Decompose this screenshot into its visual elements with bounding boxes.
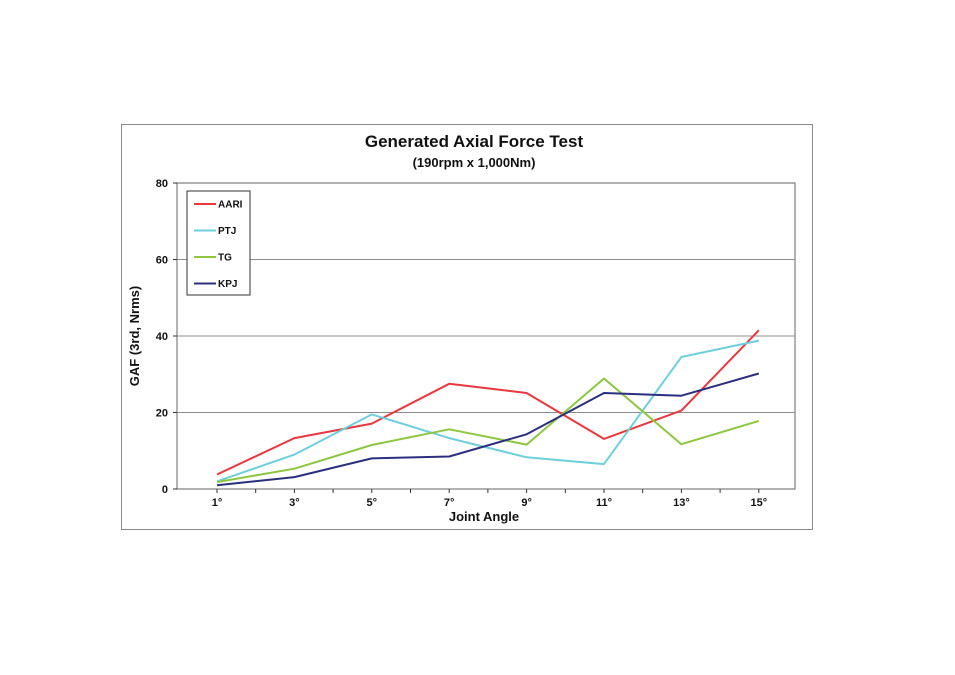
y-tick-labels: 0 20 40 60 80 — [156, 178, 168, 496]
series-line-aari — [216, 329, 760, 476]
legend-label-aari: AARI — [218, 200, 243, 211]
x-tick-label: 11° — [596, 497, 612, 509]
x-tick-label: 13° — [673, 497, 690, 509]
x-tick-label: 9° — [521, 497, 532, 509]
legend-label-tg: TG — [218, 253, 232, 264]
x-tick-label: 15° — [750, 497, 767, 509]
chart-frame: Generated Axial Force Test (190rpm x 1,0… — [121, 124, 813, 530]
x-tick-label: 3° — [289, 497, 300, 509]
legend-label-kpj: KPJ — [218, 279, 237, 290]
series-line-ptj — [216, 339, 760, 483]
y-tick-label: 20 — [156, 408, 168, 420]
series-line-tg — [216, 377, 760, 484]
legend-label-ptj: PTJ — [218, 226, 236, 237]
x-tick-label: 7° — [444, 497, 455, 509]
chart-subtitle: (190rpm x 1,000Nm) — [413, 155, 536, 170]
chart-title: Generated Axial Force Test — [365, 132, 584, 151]
x-tick-labels: 1° 3° 5° 7° 9° 11° 13° 15° — [212, 497, 767, 509]
y-tick-label: 40 — [156, 331, 168, 343]
series-lines — [216, 329, 760, 487]
y-tick-label: 80 — [156, 178, 168, 190]
y-tick-label: 60 — [156, 255, 168, 267]
x-axis-label: Joint Angle — [449, 509, 519, 524]
gridlines — [173, 182, 795, 493]
y-tick-label: 0 — [162, 484, 168, 496]
series-line-kpj — [216, 372, 760, 487]
legend-box — [186, 190, 251, 296]
x-tick-label: 1° — [212, 497, 223, 509]
x-tick-label: 5° — [367, 497, 378, 509]
legend: AARI PTJ TG KPJ — [186, 190, 251, 296]
line-chart: Generated Axial Force Test (190rpm x 1,0… — [127, 132, 796, 524]
y-axis-label: GAF (3rd, Nrms) — [127, 286, 142, 386]
